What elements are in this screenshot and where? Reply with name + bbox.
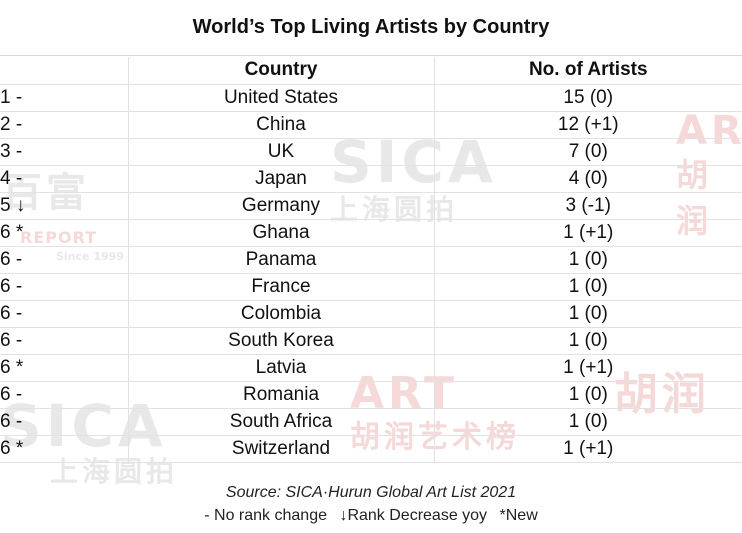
source-note: Source: SICA·Hurun Global Art List 2021 [225, 484, 517, 501]
cell-country: France [127, 273, 434, 301]
cell-country: Latvia [127, 354, 434, 382]
cell-rank: 3 - [0, 138, 128, 166]
table-row: 2 - China 12 (+1) [0, 111, 742, 139]
cell-country: United States [127, 84, 434, 112]
cell-rank: 6 - [0, 381, 128, 409]
header-country: Country [127, 57, 434, 85]
table-title: World’s Top Living Artists by Country [0, 0, 742, 56]
cell-rank: 5 ↓ [0, 192, 128, 220]
table-header-row: Country No. of Artists [0, 57, 742, 85]
table-row: 4 - Japan 4 (0) [0, 165, 742, 193]
cell-artists: 1 (0) [433, 300, 742, 328]
cell-country: Romania [127, 381, 434, 409]
cell-artists: 3 (-1) [433, 192, 742, 220]
cell-artists: 1 (+1) [433, 435, 742, 463]
cell-artists: 1 (0) [433, 381, 742, 409]
cell-country: Colombia [127, 300, 434, 328]
legend: - No rank change ↓Rank Decrease yoy *New [0, 507, 742, 525]
cell-rank: 6 * [0, 354, 128, 382]
cell-country: South Africa [127, 408, 434, 436]
cell-rank: 6 - [0, 273, 128, 301]
legend-new: *New [499, 507, 538, 524]
cell-rank: 1 - [0, 84, 128, 112]
table-row: 6 - France 1 (0) [0, 273, 742, 301]
cell-rank: 6 - [0, 327, 128, 355]
cell-country: South Korea [127, 327, 434, 355]
cell-artists: 1 (+1) [433, 354, 742, 382]
table-row: 6 * Ghana 1 (+1) [0, 219, 742, 247]
artists-table: Country No. of Artists 1 - United States 1… [0, 57, 742, 463]
cell-country: Japan [127, 165, 434, 193]
table-row: 6 * Latvia 1 (+1) [0, 354, 742, 382]
cell-country: Germany [127, 192, 434, 220]
table-row: 6 * Switzerland 1 (+1) [0, 435, 742, 463]
header-rank [0, 57, 128, 85]
cell-artists: 4 (0) [433, 165, 742, 193]
legend-no-change: - No rank change [204, 507, 327, 524]
legend-decrease: ↓Rank Decrease yoy [339, 507, 488, 524]
table-row: 6 - Panama 1 (0) [0, 246, 742, 274]
cell-artists: 1 (+1) [433, 219, 742, 247]
table-row: 3 - UK 7 (0) [0, 138, 742, 166]
cell-artists: 1 (0) [433, 246, 742, 274]
cell-country: Ghana [127, 219, 434, 247]
cell-artists: 1 (0) [433, 327, 742, 355]
cell-country: UK [127, 138, 434, 166]
cell-rank: 6 * [0, 219, 128, 247]
cell-rank: 6 - [0, 246, 128, 274]
cell-artists: 15 (0) [433, 84, 742, 112]
cell-artists: 1 (0) [433, 273, 742, 301]
cell-artists: 1 (0) [433, 408, 742, 436]
table-row: 6 - South Korea 1 (0) [0, 327, 742, 355]
cell-rank: 6 - [0, 300, 128, 328]
table-row: 6 - Romania 1 (0) [0, 381, 742, 409]
table-row: 6 - Colombia 1 (0) [0, 300, 742, 328]
table-row: 1 - United States 15 (0) [0, 84, 742, 112]
table-row: 5 ↓ Germany 3 (-1) [0, 192, 742, 220]
cell-rank: 6 - [0, 408, 128, 436]
header-artists: No. of Artists [433, 57, 742, 85]
cell-country: China [127, 111, 434, 139]
table-row: 6 - South Africa 1 (0) [0, 408, 742, 436]
cell-artists: 7 (0) [433, 138, 742, 166]
cell-rank: 2 - [0, 111, 128, 139]
cell-rank: 4 - [0, 165, 128, 193]
cell-country: Switzerland [127, 435, 434, 463]
cell-artists: 12 (+1) [433, 111, 742, 139]
cell-rank: 6 * [0, 435, 128, 463]
cell-country: Panama [127, 246, 434, 274]
